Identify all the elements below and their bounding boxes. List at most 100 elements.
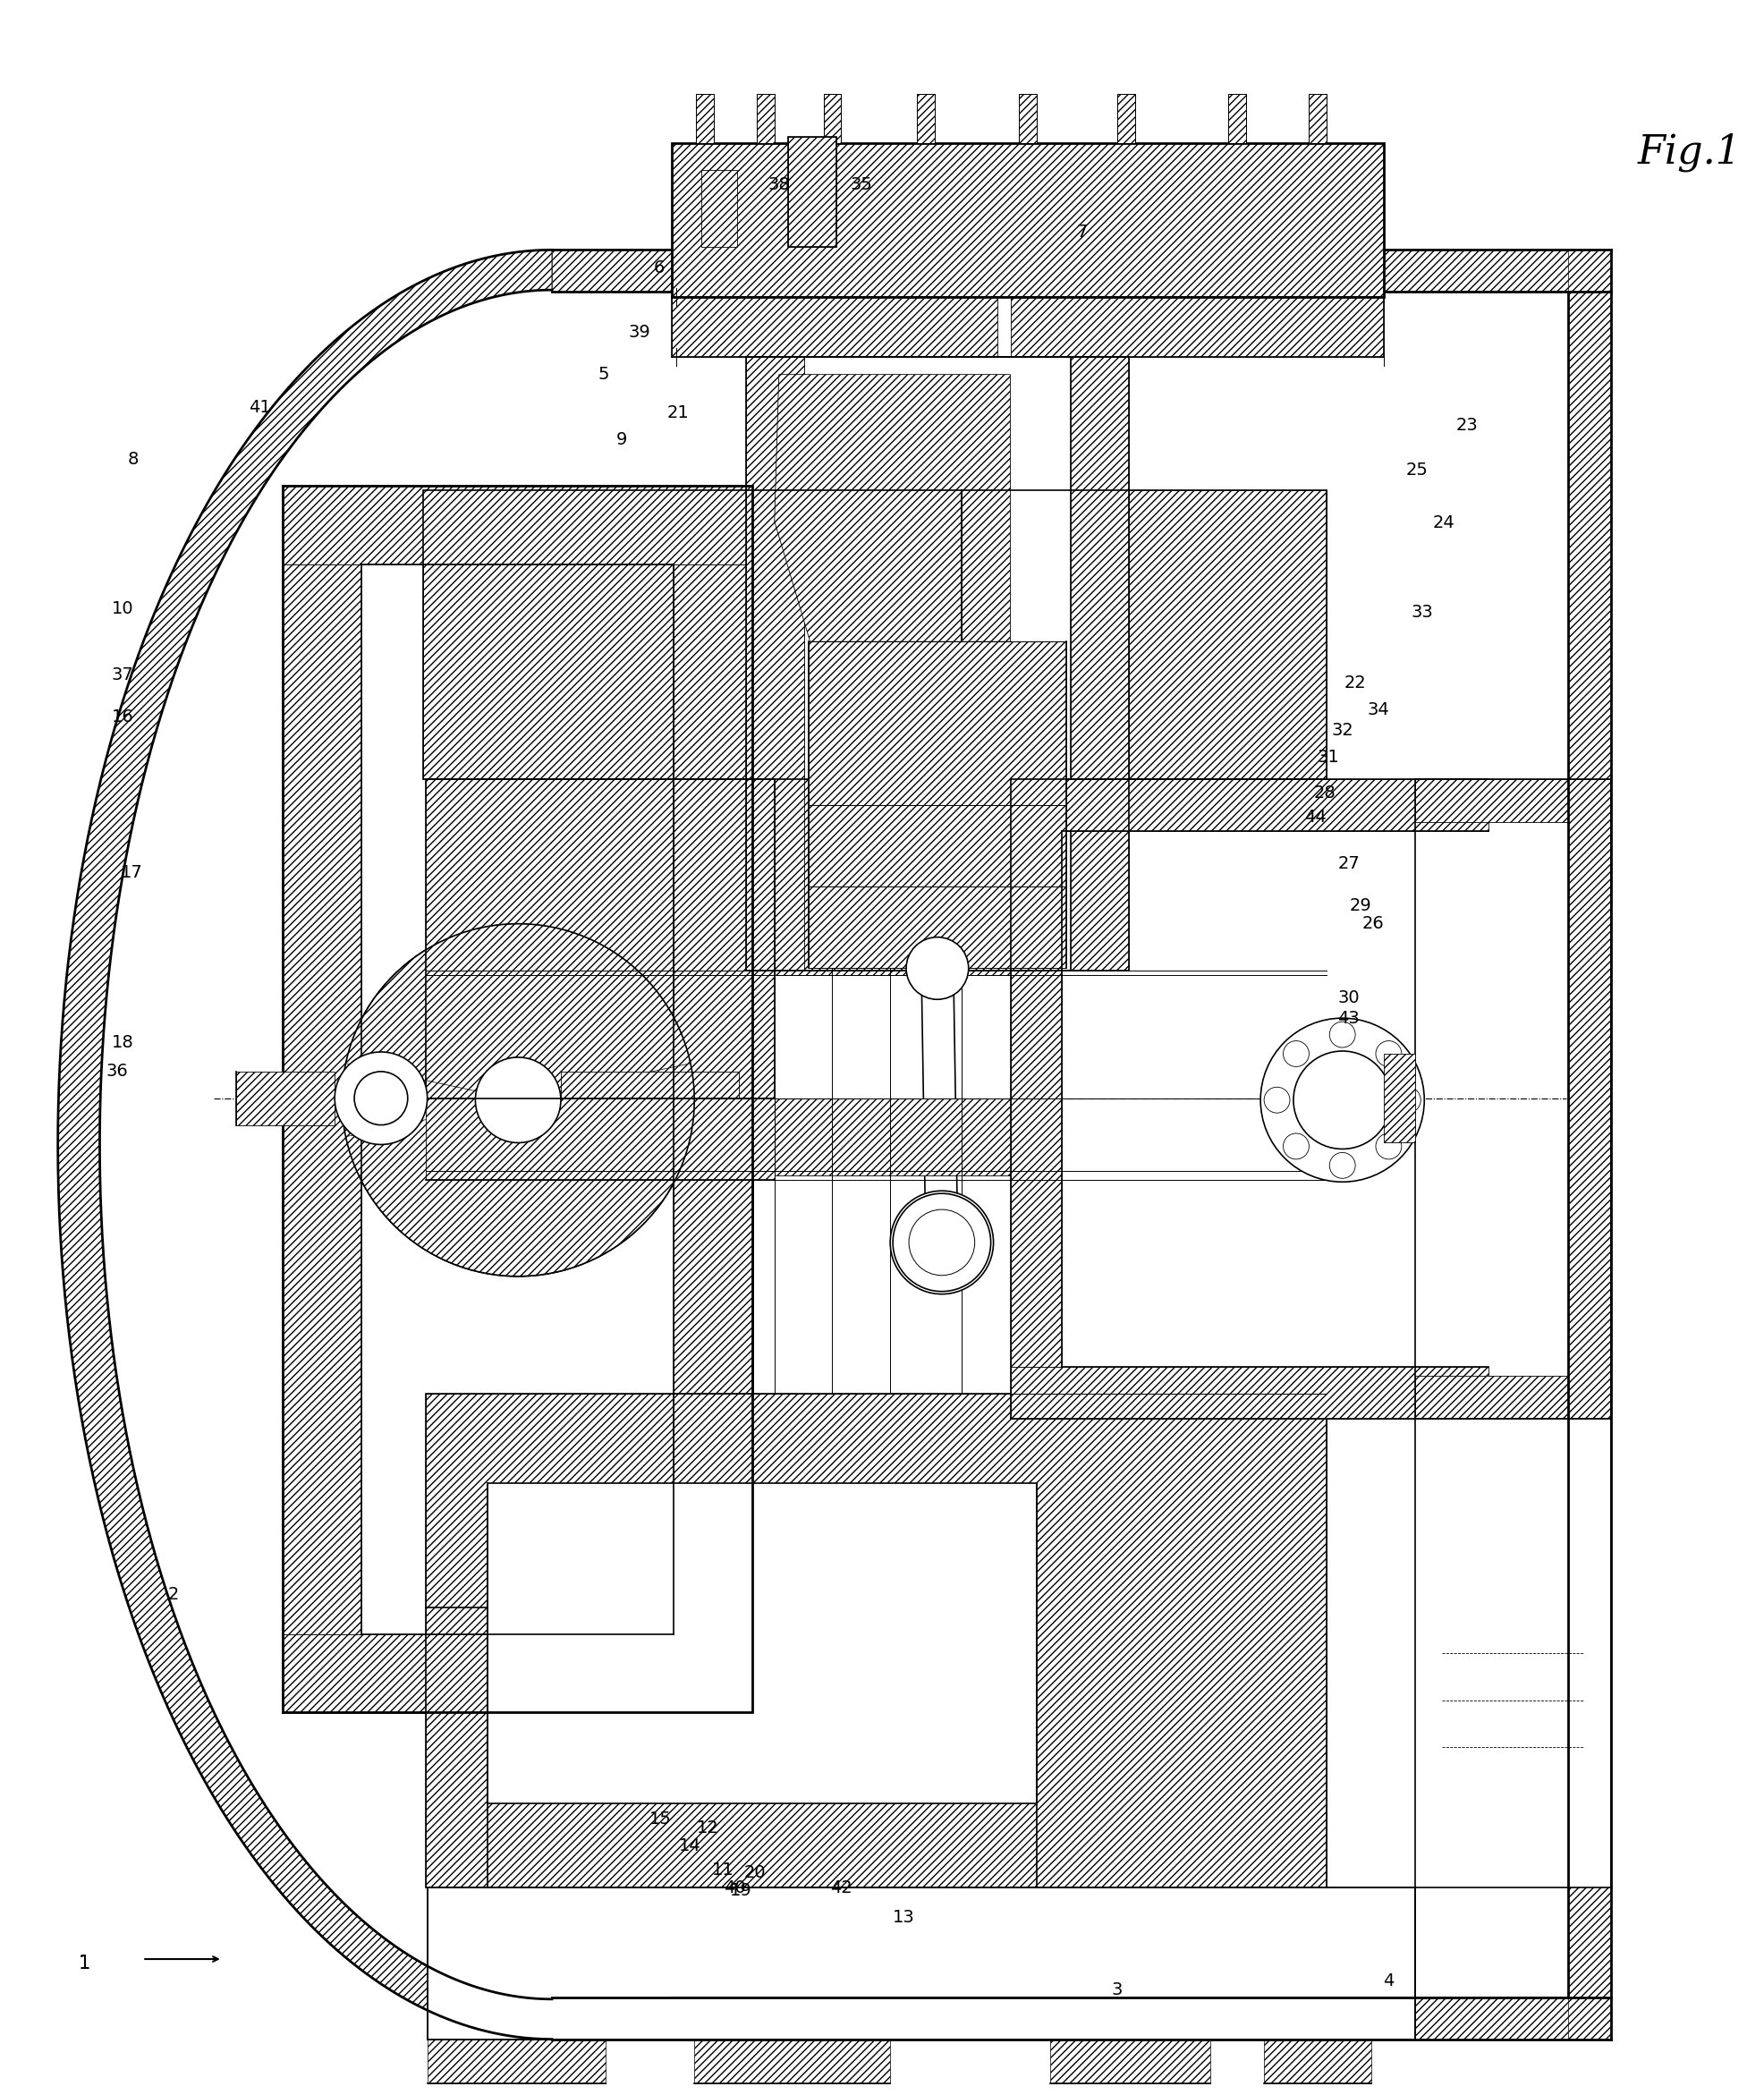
Bar <box>282 486 751 1712</box>
Polygon shape <box>425 779 774 1098</box>
Text: 19: 19 <box>730 1881 751 1898</box>
Text: 14: 14 <box>679 1837 700 1854</box>
Polygon shape <box>552 249 1611 291</box>
Polygon shape <box>1020 94 1037 142</box>
Polygon shape <box>1011 779 1489 832</box>
Polygon shape <box>1265 2038 1371 2085</box>
Polygon shape <box>346 924 690 1100</box>
Text: 20: 20 <box>744 1865 766 1881</box>
Circle shape <box>1282 1041 1309 1066</box>
Text: 35: 35 <box>850 176 873 193</box>
Text: 31: 31 <box>1318 748 1339 767</box>
Text: 36: 36 <box>106 1062 129 1081</box>
Circle shape <box>907 1207 977 1278</box>
Text: 15: 15 <box>649 1810 672 1827</box>
Text: 7: 7 <box>1076 224 1087 241</box>
Bar <box>804 356 1071 970</box>
Text: Fig.1: Fig.1 <box>1639 132 1741 172</box>
Text: 10: 10 <box>111 599 134 618</box>
Text: 25: 25 <box>1406 461 1429 478</box>
Circle shape <box>1261 1018 1424 1182</box>
Text: 44: 44 <box>1305 809 1327 825</box>
Text: 24: 24 <box>1432 515 1455 532</box>
Circle shape <box>475 1058 561 1142</box>
Text: 33: 33 <box>1411 603 1434 620</box>
Polygon shape <box>58 249 552 2038</box>
Circle shape <box>355 1071 407 1125</box>
Polygon shape <box>774 1098 1011 1175</box>
Text: 38: 38 <box>767 176 790 193</box>
Text: 21: 21 <box>667 404 690 421</box>
Circle shape <box>1376 1041 1402 1066</box>
Text: 27: 27 <box>1337 855 1360 874</box>
Polygon shape <box>1071 356 1129 970</box>
Bar <box>425 1393 1327 1888</box>
Bar <box>1228 94 1245 142</box>
Circle shape <box>1265 1087 1289 1112</box>
Bar <box>824 94 841 142</box>
Text: 5: 5 <box>598 367 609 383</box>
Polygon shape <box>917 94 935 142</box>
Text: 4: 4 <box>1383 1973 1394 1990</box>
Bar <box>697 94 714 142</box>
Bar <box>282 486 751 1712</box>
Polygon shape <box>1117 94 1134 142</box>
Circle shape <box>342 924 695 1276</box>
Circle shape <box>891 1190 993 1295</box>
Text: 43: 43 <box>1337 1010 1360 1027</box>
Bar <box>1117 94 1134 142</box>
Polygon shape <box>282 486 751 564</box>
Bar <box>425 779 774 1098</box>
Polygon shape <box>1415 779 1611 821</box>
Circle shape <box>1293 1052 1392 1148</box>
Polygon shape <box>282 1634 751 1712</box>
Polygon shape <box>674 564 751 1634</box>
Text: 26: 26 <box>1362 916 1383 932</box>
Polygon shape <box>236 1071 335 1125</box>
Text: 9: 9 <box>616 432 626 448</box>
Text: 3: 3 <box>1111 1982 1122 1999</box>
Polygon shape <box>789 136 836 247</box>
Circle shape <box>893 1194 991 1291</box>
Text: 22: 22 <box>1344 675 1365 691</box>
Text: 17: 17 <box>120 865 143 882</box>
Text: 1: 1 <box>79 1955 90 1973</box>
Text: 13: 13 <box>893 1909 914 1925</box>
Polygon shape <box>425 1098 774 1179</box>
Bar <box>917 94 935 142</box>
Polygon shape <box>425 1393 1327 1888</box>
Text: 6: 6 <box>653 260 665 277</box>
Text: 16: 16 <box>111 708 134 725</box>
Polygon shape <box>1228 94 1245 142</box>
Text: 18: 18 <box>111 1033 134 1052</box>
Text: 12: 12 <box>697 1821 718 1837</box>
Circle shape <box>1330 1022 1355 1048</box>
Circle shape <box>335 1052 427 1144</box>
Polygon shape <box>1415 1376 1611 1418</box>
Polygon shape <box>561 1071 739 1125</box>
Bar <box>427 1888 1415 2038</box>
Polygon shape <box>1309 94 1327 142</box>
Bar <box>1309 94 1327 142</box>
Polygon shape <box>746 356 804 970</box>
Polygon shape <box>1050 2038 1210 2085</box>
Text: 32: 32 <box>1332 723 1353 740</box>
Polygon shape <box>346 1100 690 1276</box>
Polygon shape <box>423 490 961 779</box>
Polygon shape <box>1011 832 1062 1368</box>
Text: 39: 39 <box>628 325 651 341</box>
Polygon shape <box>672 297 997 356</box>
Text: 34: 34 <box>1367 702 1388 719</box>
Text: 37: 37 <box>111 666 134 683</box>
Bar <box>1020 94 1037 142</box>
Text: 2: 2 <box>168 1586 180 1603</box>
Circle shape <box>1376 1133 1402 1159</box>
Polygon shape <box>1011 1368 1489 1418</box>
Circle shape <box>907 936 968 999</box>
Bar <box>423 490 961 779</box>
Text: 41: 41 <box>249 398 272 417</box>
Text: 28: 28 <box>1314 784 1335 802</box>
Polygon shape <box>1385 1054 1415 1142</box>
Polygon shape <box>282 564 362 1634</box>
Polygon shape <box>774 779 1011 976</box>
